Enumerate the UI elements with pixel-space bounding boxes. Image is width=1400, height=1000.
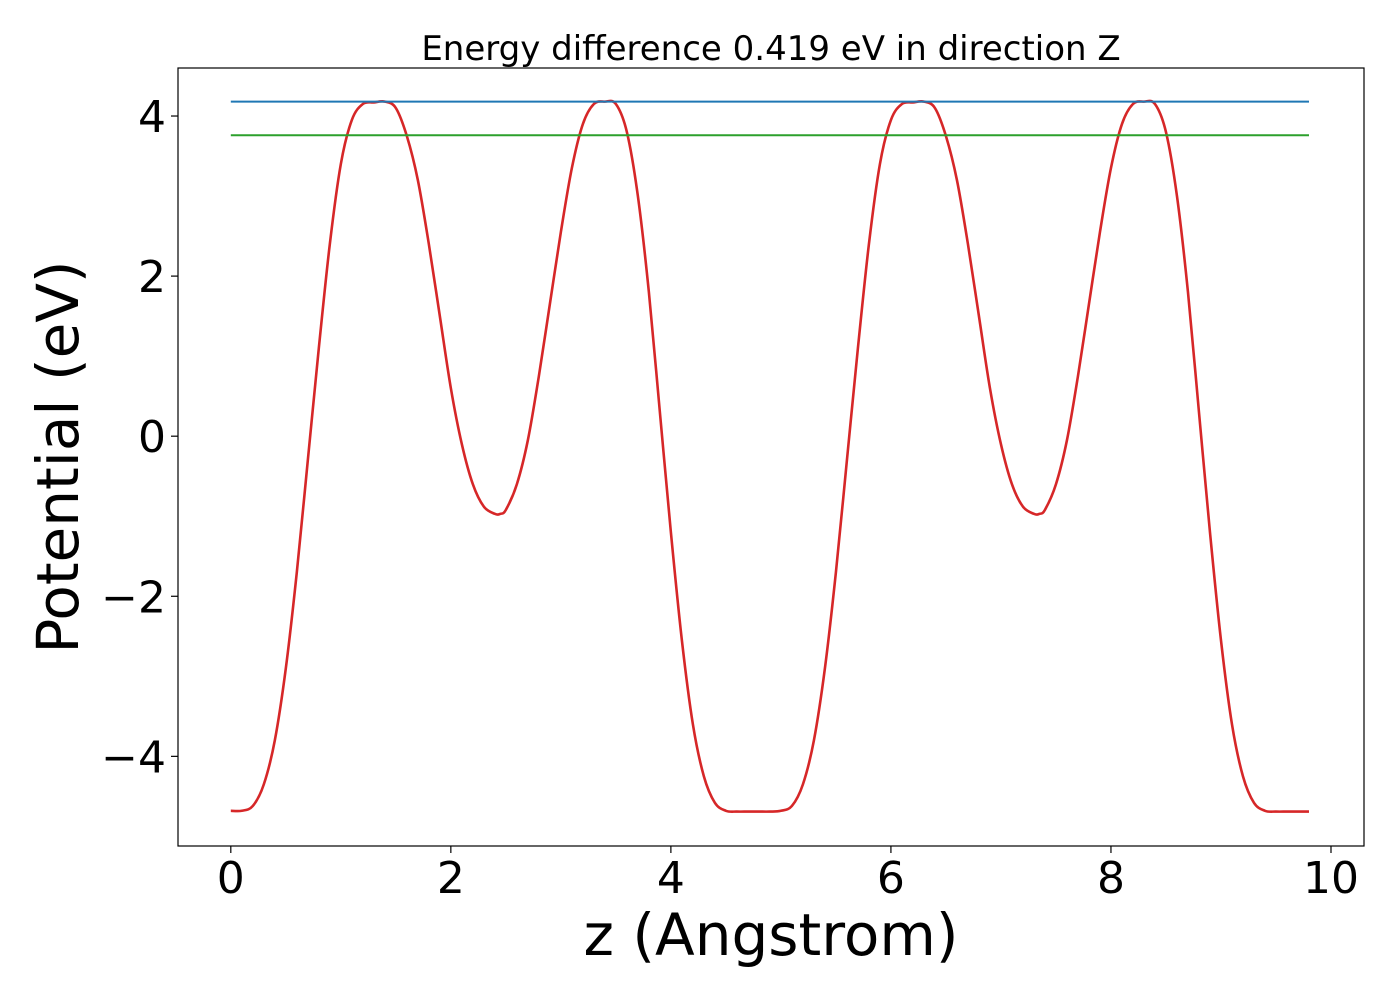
plot-area [177, 67, 1365, 847]
y-axis-ticks: −4 −2 0 2 4 [101, 92, 178, 783]
x-tick-label: 10 [1303, 853, 1359, 904]
x-tick-label: 2 [437, 853, 465, 904]
y-tick-label: 2 [138, 252, 166, 303]
x-axis-ticks: 0 2 4 6 8 10 [217, 846, 1359, 904]
y-tick-label: 0 [138, 412, 166, 463]
y-axis-label: Potential (eV) [24, 260, 92, 653]
y-tick-label: −4 [101, 732, 166, 783]
y-tick-label: −2 [101, 572, 166, 623]
x-tick-label: 4 [657, 853, 685, 904]
chart-title: Energy difference 0.419 eV in direction … [421, 29, 1120, 69]
x-axis-label: z (Angstrom) [584, 901, 959, 969]
y-tick-label: 4 [138, 92, 166, 143]
potential-curve [230, 99, 1309, 813]
x-tick-label: 6 [877, 853, 905, 904]
series-layer [230, 99, 1309, 813]
x-tick-label: 8 [1097, 853, 1125, 904]
x-tick-label: 0 [217, 853, 245, 904]
